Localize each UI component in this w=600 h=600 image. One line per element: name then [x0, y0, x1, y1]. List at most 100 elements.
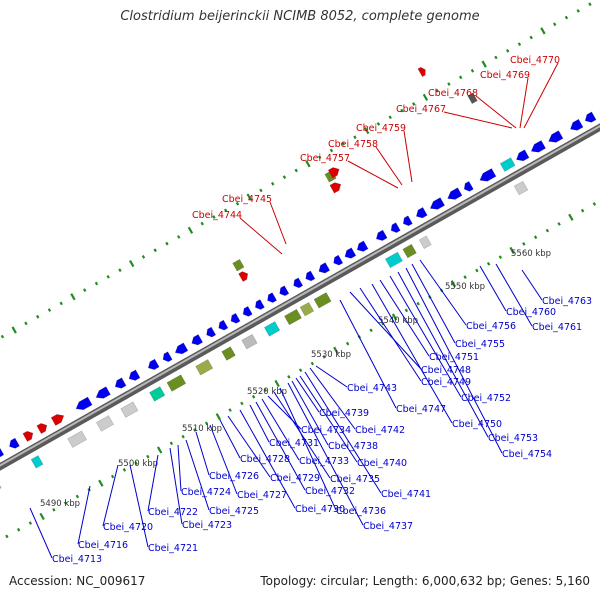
leader-line [177, 444, 182, 492]
plus-strand-gene [191, 334, 204, 346]
highlighted-gene-shape [327, 167, 340, 179]
plus-strand-gene [147, 358, 160, 370]
gene-label-red: Cbei_4757 [300, 153, 350, 164]
tick-mark [494, 55, 498, 60]
plus-strand-gene-shape [293, 277, 304, 289]
highlighted-gene-shape [329, 182, 342, 194]
topology-text: Topology: circular; Length: 6,000,632 bp… [260, 574, 590, 588]
tick-mark [529, 35, 533, 40]
plus-strand-gene-shape [75, 396, 93, 411]
tick-mark [63, 501, 68, 505]
leader-line [309, 367, 356, 430]
minus-strand-gene [513, 180, 529, 196]
scale-label: 5540 kbp [378, 316, 418, 326]
minus-strand-gene-shape [96, 415, 114, 432]
plus-strand-gene [356, 240, 369, 252]
plus-strand-gene-shape [230, 312, 241, 324]
plus-strand-gene-shape [254, 299, 265, 310]
plus-strand-gene-shape [344, 247, 357, 259]
gene-label-red: Cbei_4744 [192, 210, 242, 221]
tick-marks [0, 2, 597, 539]
plus-strand-gene [402, 215, 413, 227]
plus-strand-gene [95, 386, 111, 399]
tick-mark [369, 328, 373, 333]
plus-strand-gene [75, 396, 93, 411]
gene-label-blue: Cbei_4728 [240, 454, 290, 465]
tick-mark [400, 108, 404, 113]
minus-strand-gene-shape [513, 180, 529, 196]
tick-mark [98, 479, 104, 487]
leader-line [287, 382, 364, 526]
gene-label-blue: Cbei_4743 [347, 383, 397, 394]
plus-strand-gene-shape [415, 207, 428, 219]
highlighted-gene [327, 167, 340, 179]
plus-strand-gene-shape [0, 446, 5, 458]
leader-line [521, 269, 543, 301]
minus-strand-gene [0, 478, 2, 495]
minus-strand-gene [284, 308, 302, 326]
plus-strand-gene [162, 351, 173, 363]
gene-label-red: Cbei_4769 [480, 70, 530, 81]
gene-label-blue: Cbei_4753 [488, 433, 538, 444]
gene-label-blue: Cbei_4747 [396, 404, 446, 415]
plus-strand-gene-shape [206, 326, 217, 338]
plus-strand-gene [0, 446, 5, 458]
tick-mark [215, 413, 222, 421]
gene-label-blue: Cbei_4729 [270, 473, 320, 484]
leader-line [195, 431, 210, 476]
gene-label-blue: Cbei_4733 [299, 456, 349, 467]
plus-strand-gene-shape [569, 118, 584, 131]
plus-strand-gene [174, 342, 189, 355]
tick-mark [110, 474, 115, 479]
tick-mark [177, 235, 181, 239]
plus-strand-gene [530, 140, 547, 153]
leader-line [219, 419, 241, 459]
plus-strand-gene-shape [218, 319, 229, 331]
minus-strand-gene-shape [241, 333, 258, 350]
highlighted-gene [232, 258, 245, 272]
tick-mark [271, 181, 275, 186]
tick-mark [36, 314, 40, 319]
plus-strand-gene [499, 157, 516, 172]
tick-mark [141, 255, 146, 259]
plus-strand-gene-shape [479, 168, 497, 182]
plus-strand-gene [230, 312, 241, 324]
plus-strand-gene-shape [9, 437, 20, 449]
tick-mark [204, 421, 209, 426]
gene-label-blue: Cbei_4720 [103, 522, 153, 533]
backbone-line [0, 123, 600, 471]
plus-strand-gene [305, 270, 316, 282]
leader-line [389, 275, 462, 398]
leader-line [403, 130, 413, 183]
tick-mark [557, 222, 561, 226]
minus-strand-gene [299, 301, 315, 317]
leader-line [295, 377, 320, 413]
leader-line [349, 291, 422, 370]
tick-mark [416, 301, 420, 306]
tick-mark [592, 202, 597, 206]
minus-strand-gene-shape [384, 251, 403, 269]
gene-label-blue: Cbei_4761 [532, 322, 582, 333]
leader-line [255, 401, 306, 491]
plus-strand-gene [569, 118, 584, 131]
scale-label: 5560 kbp [511, 249, 551, 259]
gene-label-blue: Cbei_4736 [336, 506, 386, 517]
minus-strand-gene-shape [195, 359, 214, 376]
plus-strand-gene [128, 369, 141, 381]
leader-line [129, 464, 149, 548]
tick-mark [376, 122, 381, 126]
gene-label-blue: Cbei_4751 [429, 352, 479, 363]
tick-mark [412, 102, 416, 106]
gene-features [0, 66, 600, 495]
plus-strand-gene [318, 262, 331, 274]
tick-mark [391, 313, 398, 321]
highlighted-gene [329, 182, 342, 194]
tick-mark [0, 334, 5, 339]
leader-line [315, 365, 348, 388]
plus-strand-gene [206, 326, 217, 338]
leader-line [339, 299, 397, 409]
plus-strand-gene [254, 299, 265, 310]
gene-label-red: Cbei_4758 [328, 139, 378, 150]
plus-strand-gene-shape [447, 187, 463, 200]
minus-strand-gene [67, 430, 87, 448]
